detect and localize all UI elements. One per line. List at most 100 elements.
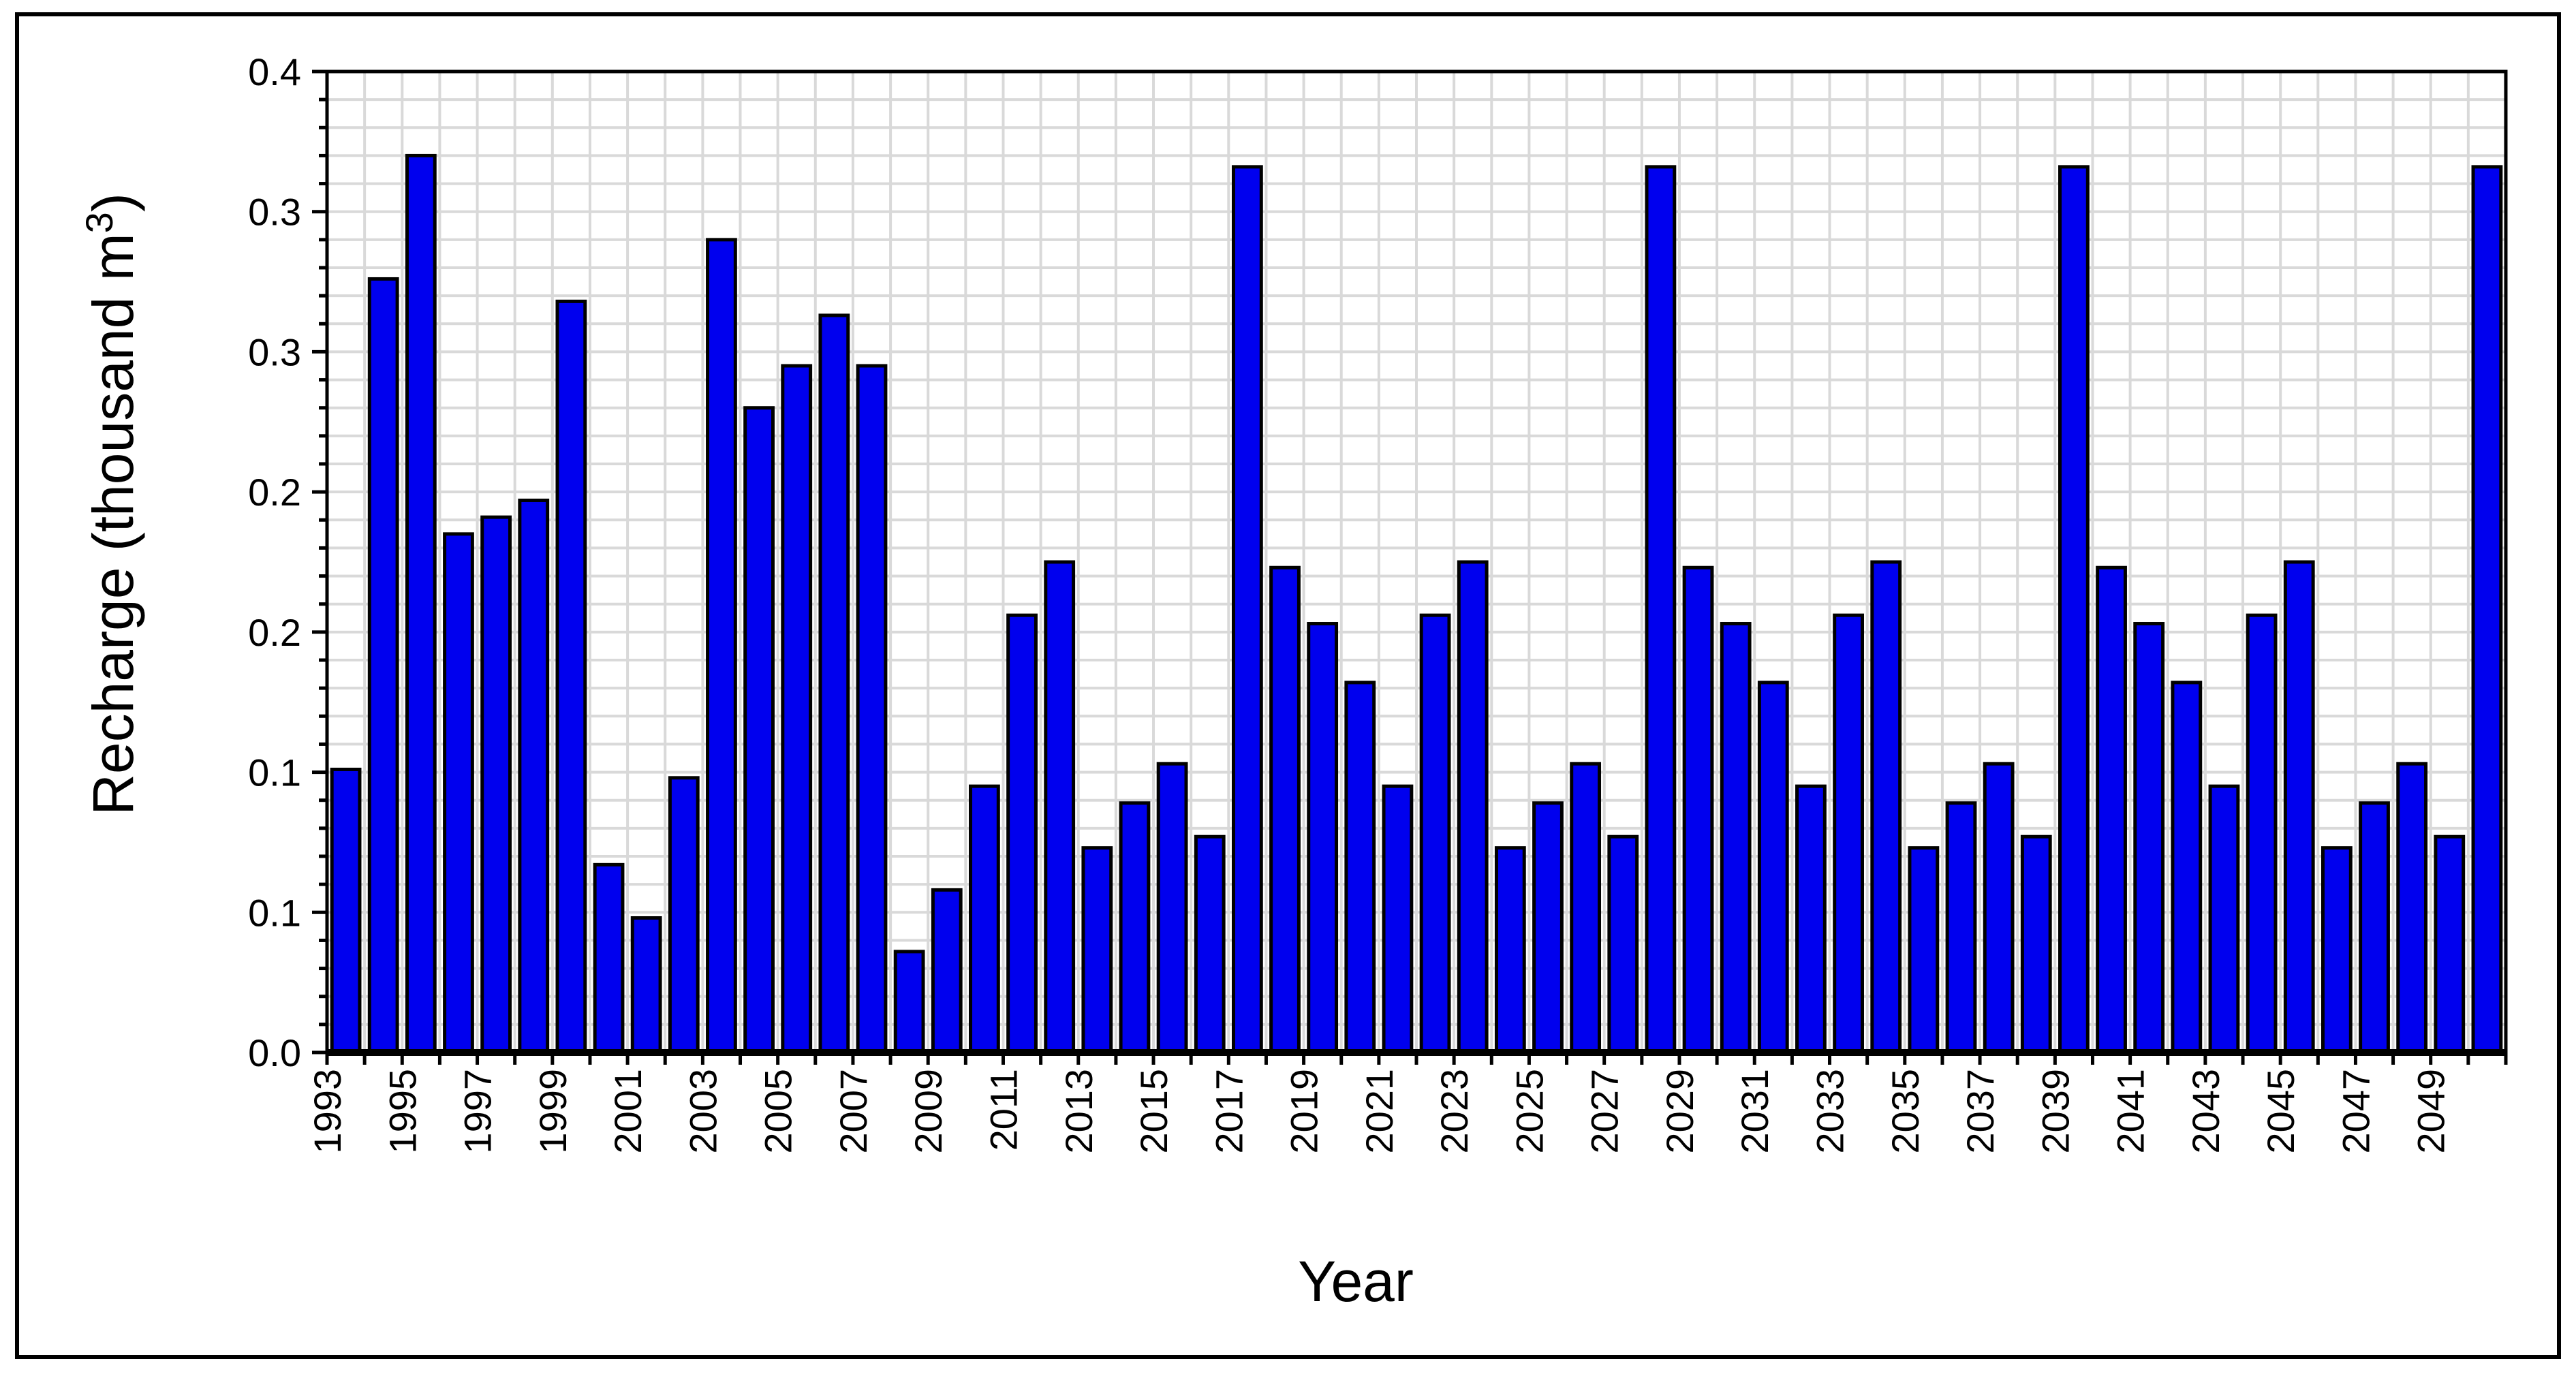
x-tick-label: 2033 <box>1809 1069 1852 1154</box>
bar-2016 <box>1194 834 1226 1055</box>
x-tick-label: 2031 <box>1733 1069 1776 1154</box>
bar-2008 <box>893 950 925 1055</box>
y-tick-label: 0.1 <box>248 891 301 934</box>
bar-2047 <box>2359 801 2390 1055</box>
y-tick-label: 0.4 <box>248 50 301 93</box>
x-tick-label: 2009 <box>907 1069 950 1154</box>
y-axis-title: Recharge (thousand m3) <box>78 193 145 815</box>
x-tick-label: 2045 <box>2259 1069 2302 1154</box>
bar-2025 <box>1532 801 1564 1055</box>
x-tick-label: 2039 <box>2034 1069 2077 1154</box>
bar-2048 <box>2396 762 2428 1055</box>
x-tick-label: 2041 <box>2109 1069 2152 1154</box>
bar-2034 <box>1870 560 1902 1055</box>
x-tick-label: 2043 <box>2184 1069 2227 1154</box>
bar-1993 <box>330 767 362 1055</box>
x-tick-label: 2017 <box>1207 1069 1250 1154</box>
bar-2023 <box>1457 560 1489 1055</box>
bar-2038 <box>2020 834 2052 1055</box>
bar-2000 <box>593 862 625 1055</box>
y-tick-label: 0.1 <box>248 751 301 794</box>
bar-1995 <box>405 153 437 1055</box>
x-tick-label: 1997 <box>456 1069 499 1154</box>
x-tick-label: 2023 <box>1433 1069 1476 1154</box>
bar-2031 <box>1757 681 1789 1055</box>
bar-2020 <box>1344 681 1376 1055</box>
bar-2003 <box>706 238 737 1055</box>
x-tick-label: 1999 <box>531 1069 574 1154</box>
y-axis-title-suffix: ) <box>81 193 145 212</box>
x-tick-label: 2027 <box>1583 1069 1626 1154</box>
bar-2045 <box>2283 560 2315 1055</box>
bar-2006 <box>818 313 850 1055</box>
bar-2044 <box>2246 613 2278 1055</box>
x-tick-label: 2025 <box>1508 1069 1551 1154</box>
bar-1994 <box>367 277 399 1055</box>
bar-2004 <box>743 406 775 1055</box>
bar-2012 <box>1044 560 1076 1055</box>
y-tick-labels: 0.0 0.1 0.1 0.2 0.2 0.3 0.3 0.4 <box>248 50 301 1074</box>
bar-2037 <box>1983 762 2015 1055</box>
bar-2010 <box>969 784 1000 1055</box>
y-axis-title-superscript: 3 <box>78 212 121 233</box>
bar-2035 <box>1908 846 1940 1055</box>
x-tick-label: 2035 <box>1884 1069 1927 1154</box>
bar-2017 <box>1231 165 1263 1055</box>
bar-1999 <box>555 299 587 1055</box>
y-tick-label: 0.0 <box>248 1031 301 1074</box>
x-tick-labels: 1993 1995 1997 1999 2001 2003 2005 2007 2009 2011… <box>306 1069 2453 1154</box>
bar-2024 <box>1494 846 1526 1055</box>
bar-2001 <box>630 916 662 1055</box>
bar-2039 <box>2058 165 2090 1055</box>
bar-2002 <box>668 776 700 1055</box>
bar-2018 <box>1269 565 1301 1055</box>
bar-1996 <box>443 532 474 1055</box>
bar-2046 <box>2321 846 2353 1055</box>
bar-1997 <box>480 515 512 1055</box>
bar-2043 <box>2208 784 2240 1055</box>
bar-2032 <box>1795 784 1827 1055</box>
x-tick-label: 2019 <box>1283 1069 1326 1154</box>
bars <box>330 153 2503 1055</box>
bar-2028 <box>1645 165 1677 1055</box>
y-axis-title-main: Recharge (thousand m <box>81 233 145 815</box>
bar-2050 <box>2471 165 2503 1055</box>
bar-2042 <box>2171 681 2203 1055</box>
x-tick-label: 2049 <box>2410 1069 2453 1154</box>
x-tick-label: 2013 <box>1057 1069 1100 1154</box>
x-tick-label: 2037 <box>1959 1069 2002 1154</box>
x-tick-label: 2021 <box>1358 1069 1401 1154</box>
bar-2033 <box>1833 613 1864 1055</box>
bar-2007 <box>856 364 888 1055</box>
bar-2014 <box>1119 801 1151 1055</box>
bar-2019 <box>1307 622 1339 1055</box>
axes <box>312 69 2508 1065</box>
bar-2026 <box>1570 762 1602 1055</box>
bar-2005 <box>781 364 813 1055</box>
x-tick-label: 1995 <box>381 1069 424 1154</box>
x-tick-label: 2003 <box>681 1069 724 1154</box>
y-tick-label: 0.3 <box>248 191 301 234</box>
bar-2013 <box>1081 846 1113 1055</box>
x-axis-title: Year <box>1298 1249 1414 1313</box>
bar-2027 <box>1607 834 1639 1055</box>
bar-2040 <box>2096 565 2127 1055</box>
bar-2036 <box>1945 801 1977 1055</box>
bar-2021 <box>1382 784 1414 1055</box>
x-tick-label: 1993 <box>306 1069 349 1154</box>
bar-2041 <box>2133 622 2165 1055</box>
bar-2009 <box>931 888 963 1055</box>
y-tick-label: 0.2 <box>248 611 301 654</box>
bar-2015 <box>1156 762 1188 1055</box>
y-tick-label: 0.2 <box>248 471 301 514</box>
bar-2011 <box>1006 613 1038 1055</box>
y-tick-label: 0.3 <box>248 330 301 373</box>
x-tick-label: 2015 <box>1132 1069 1175 1154</box>
x-tick-label: 2047 <box>2334 1069 2377 1154</box>
x-tick-label: 2007 <box>832 1069 875 1154</box>
x-tick-label: 2029 <box>1658 1069 1701 1154</box>
bar-2029 <box>1682 565 1714 1055</box>
x-tick-label: 2005 <box>757 1069 800 1154</box>
bar-2030 <box>1720 622 1752 1055</box>
